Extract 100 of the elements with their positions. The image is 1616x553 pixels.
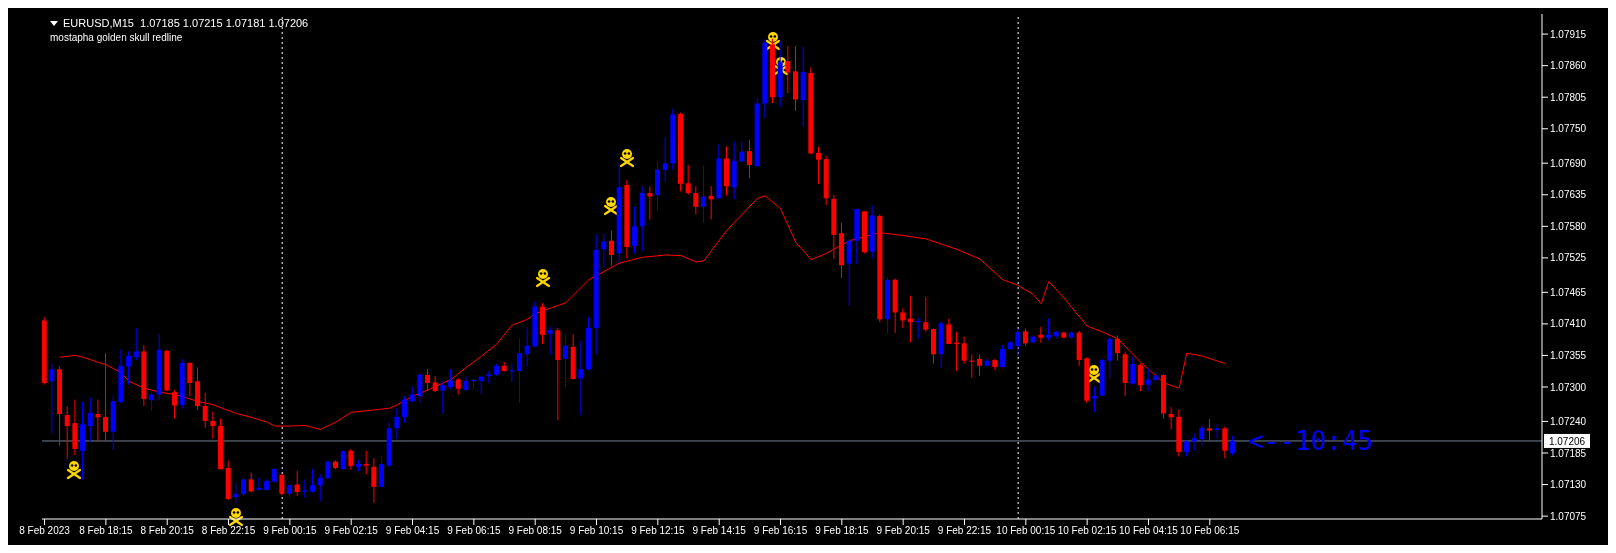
candlestick [1015, 327, 1021, 357]
candlestick [64, 406, 70, 460]
candlestick [1191, 432, 1197, 452]
candlestick [1214, 423, 1220, 440]
candlestick [448, 368, 454, 390]
x-tick-label: 9 Feb 10:15 [569, 525, 624, 537]
candlestick [999, 344, 1005, 368]
candlestick [241, 477, 247, 497]
y-tick-label: 1.07805 [1550, 91, 1587, 103]
candlestick [394, 407, 400, 440]
candlestick [440, 380, 446, 414]
candlestick [172, 389, 178, 420]
candlestick [402, 395, 408, 424]
candlestick [363, 450, 369, 475]
x-tick-label: 9 Feb 20:15 [876, 525, 931, 537]
candlestick [1053, 330, 1059, 340]
x-tick-label: 9 Feb 12:15 [631, 525, 685, 537]
candlestick [1045, 318, 1051, 342]
candlestick [923, 296, 929, 333]
x-tick-label: 8 Feb 18:15 [79, 525, 134, 537]
candlestick [371, 457, 377, 504]
candlestick [601, 233, 607, 269]
candlestick [1145, 367, 1151, 392]
candlestick [1222, 426, 1228, 459]
y-tick-label: 1.07690 [1550, 157, 1587, 169]
y-tick-label: 1.07300 [1550, 381, 1587, 393]
x-tick-label: 10 Feb 02:15 [1057, 525, 1118, 537]
candlestick [900, 307, 906, 329]
candlestick [693, 185, 699, 215]
x-tick-label: 8 Feb 2023 [19, 525, 71, 537]
candlestick [294, 470, 300, 497]
x-tick-label: 10 Feb 06:15 [1180, 525, 1240, 537]
candlestick [509, 363, 515, 383]
candlestick [517, 338, 523, 404]
candlestick [317, 473, 323, 502]
x-tick-label: 9 Feb 04:15 [385, 525, 440, 537]
candlestick [1137, 362, 1143, 392]
candlestick [133, 327, 139, 361]
x-tick-label: 9 Feb 06:15 [447, 525, 501, 537]
candlestick [816, 146, 821, 185]
x-tick-label: 10 Feb 04:15 [1119, 525, 1179, 537]
candlestick [340, 449, 346, 471]
candlestick [379, 455, 385, 488]
candlestick [210, 411, 216, 440]
chart-title: EURUSD,M15 1.07185 1.07215 1.07181 1.07206 [63, 16, 309, 30]
candlestick [1114, 334, 1120, 362]
candlestick [1229, 435, 1235, 456]
candlestick [486, 370, 492, 385]
candlestick [946, 318, 952, 345]
candlestick [348, 448, 354, 471]
candlestick [417, 373, 423, 404]
candlestick [685, 164, 691, 196]
y-tick-label: 1.07355 [1550, 350, 1587, 361]
candlestick [701, 164, 707, 224]
x-tick-label: 9 Feb 14:15 [692, 525, 747, 537]
candlestick [961, 336, 967, 364]
y-tick-label: 1.07580 [1550, 220, 1587, 232]
candlestick [547, 326, 553, 356]
x-tick-label: 9 Feb 02:15 [324, 525, 379, 537]
candlestick [49, 363, 55, 434]
ref-line-label: 1.07206 [1548, 435, 1586, 447]
y-tick-label: 1.07410 [1550, 318, 1587, 330]
candlestick [279, 473, 285, 496]
y-tick-label: 1.07915 [1550, 28, 1587, 40]
candlestick [747, 139, 752, 179]
candlestick [256, 477, 262, 491]
candlestick [310, 468, 316, 494]
y-tick-label: 1.07240 [1550, 415, 1587, 427]
x-tick-label: 9 Feb 18:15 [815, 525, 869, 537]
x-tick-label: 10 Feb 00:15 [996, 525, 1056, 537]
x-tick-label: 9 Feb 00:15 [263, 525, 317, 537]
y-tick-label: 1.07860 [1550, 60, 1587, 72]
y-tick-label: 1.07750 [1550, 123, 1587, 135]
candlestick [248, 472, 254, 493]
candlestick [578, 340, 584, 416]
x-tick-label: 9 Feb 22:15 [937, 525, 992, 537]
candlestick [1091, 385, 1097, 413]
y-tick-label: 1.07130 [1550, 479, 1587, 491]
y-tick-label: 1.07185 [1550, 447, 1587, 459]
x-tick-label: 8 Feb 20:15 [140, 525, 195, 537]
x-tick-label: 8 Feb 22:15 [201, 525, 256, 537]
candlestick [87, 396, 93, 443]
x-tick-label: 9 Feb 16:15 [753, 525, 808, 537]
candlestick [425, 368, 431, 392]
candlestick [325, 459, 331, 480]
y-tick-label: 1.07075 [1550, 510, 1587, 522]
candlestick [739, 140, 745, 163]
y-tick-label: 1.07465 [1550, 286, 1587, 298]
annotation: <--10:45 [1248, 426, 1374, 456]
text: mostapha golden skull redline [50, 31, 183, 44]
x-tick-label: 9 Feb 08:15 [508, 525, 563, 537]
y-tick-label: 1.07635 [1550, 189, 1587, 201]
candlestick [976, 353, 982, 377]
candlestick [524, 327, 530, 367]
candlestick [126, 350, 132, 386]
candlestick [1130, 356, 1136, 386]
candlestick [187, 361, 193, 397]
y-tick-label: 1.07525 [1550, 252, 1587, 264]
candlestick [632, 206, 638, 254]
candlestick [1206, 418, 1212, 443]
